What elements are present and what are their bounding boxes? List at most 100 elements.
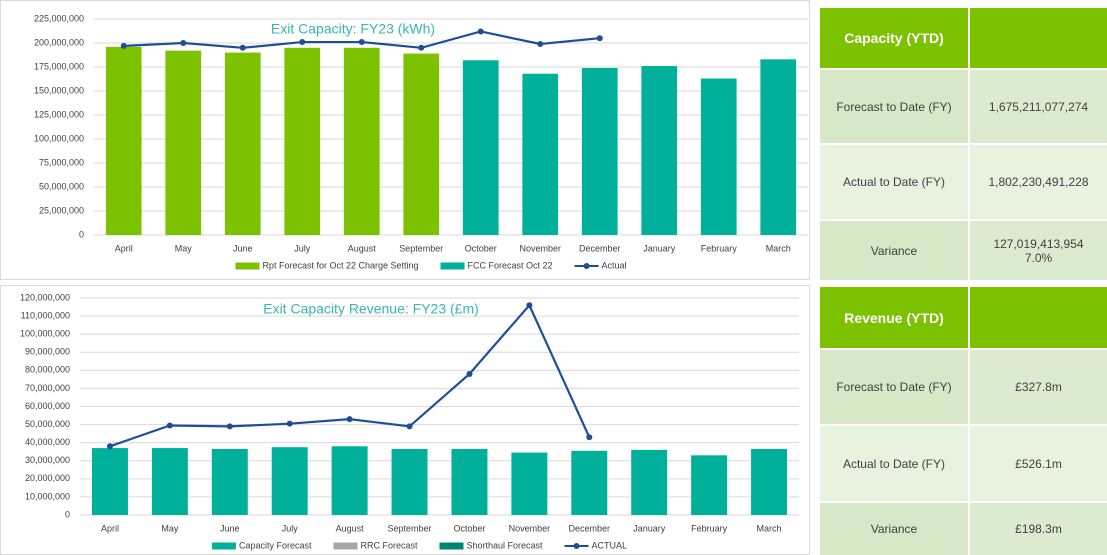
marker bbox=[466, 370, 473, 377]
x-tick-label: August bbox=[348, 243, 377, 253]
y-tick-label: 120,000,000 bbox=[20, 292, 70, 302]
y-tick-label: 25,000,000 bbox=[39, 205, 84, 215]
x-tick-label: December bbox=[579, 243, 621, 253]
marker bbox=[586, 434, 593, 441]
x-tick-label: January bbox=[643, 243, 676, 253]
y-tick-label: 60,000,000 bbox=[25, 401, 70, 411]
x-tick-label: September bbox=[388, 523, 432, 533]
cell-text: Actual to Date (FY) bbox=[842, 175, 946, 189]
y-tick-label: 150,000,000 bbox=[34, 85, 84, 95]
bar bbox=[451, 448, 488, 515]
bar bbox=[91, 448, 128, 515]
x-tick-label: September bbox=[399, 243, 443, 253]
legend-swatch bbox=[333, 542, 358, 550]
bar bbox=[760, 59, 797, 235]
y-tick-label: 0 bbox=[65, 509, 70, 519]
y-tick-label: 80,000,000 bbox=[25, 365, 70, 375]
bar bbox=[165, 50, 202, 236]
y-tick-label: 70,000,000 bbox=[25, 383, 70, 393]
bar bbox=[462, 60, 499, 235]
bar bbox=[511, 452, 548, 515]
bar bbox=[151, 448, 188, 515]
x-tick-label: November bbox=[509, 523, 551, 533]
y-tick-label: 125,000,000 bbox=[34, 109, 84, 119]
x-tick-label: June bbox=[220, 523, 240, 533]
x-tick-label: July bbox=[282, 523, 299, 533]
revenue-table: Revenue (YTD) Forecast to Date (FY) £327.8… bbox=[820, 287, 1107, 555]
bar bbox=[331, 446, 368, 515]
cell-text: £198.3m bbox=[1015, 522, 1062, 536]
marker bbox=[358, 39, 365, 46]
x-tick-label: February bbox=[701, 243, 738, 253]
legend-swatch bbox=[439, 542, 464, 550]
cell-text: 127,019,413,954 bbox=[993, 236, 1084, 251]
y-tick-label: 100,000,000 bbox=[20, 329, 70, 339]
cell-text: Variance bbox=[870, 243, 918, 258]
marker bbox=[346, 416, 353, 423]
x-tick-label: November bbox=[519, 243, 561, 253]
marker bbox=[477, 28, 484, 35]
legend-marker bbox=[573, 543, 580, 549]
bar bbox=[403, 53, 440, 236]
charts: 0 25,000,000 50,000,000 75,000,000 100,000,0… bbox=[0, 0, 810, 555]
table-header: Capacity (YTD) bbox=[820, 8, 968, 68]
x-tick-label: March bbox=[766, 243, 791, 253]
y-tick-label: 20,000,000 bbox=[25, 473, 70, 483]
bar bbox=[631, 449, 668, 515]
bar bbox=[284, 47, 321, 235]
bar bbox=[211, 448, 248, 515]
legend-label: FCC Forecast Oct 22 bbox=[468, 260, 553, 270]
row-label: Variance bbox=[820, 503, 968, 555]
chart-frame bbox=[0, 0, 810, 280]
capacity-table: Capacity (YTD) Forecast to Date (FY) 1,675… bbox=[820, 8, 1107, 280]
marker bbox=[120, 42, 127, 49]
legend-label: Shorthaul Forecast bbox=[466, 540, 543, 550]
row-label: Actual to Date (FY) bbox=[820, 145, 968, 219]
marker bbox=[239, 44, 246, 51]
row-label: Forecast to Date (FY) bbox=[820, 70, 968, 143]
row-value: 1,802,230,491,228 bbox=[970, 145, 1107, 219]
bar bbox=[641, 66, 678, 235]
marker bbox=[526, 302, 533, 309]
y-tick-label: 50,000,000 bbox=[25, 419, 70, 429]
x-tick-label: February bbox=[691, 523, 728, 533]
chart-title: Exit Capacity Revenue: FY23 (£m) bbox=[263, 301, 479, 317]
y-tick-label: 40,000,000 bbox=[25, 437, 70, 447]
table-header-blank bbox=[970, 287, 1107, 348]
bar bbox=[751, 448, 788, 515]
cell-text: £526.1m bbox=[1015, 456, 1062, 471]
marker bbox=[226, 423, 233, 430]
x-tick-label: May bbox=[161, 523, 179, 533]
y-tick-label: 225,000,000 bbox=[34, 13, 84, 23]
y-tick-label: 200,000,000 bbox=[34, 37, 84, 47]
x-tick-label: May bbox=[175, 243, 193, 253]
row-label: Forecast to Date (FY) bbox=[820, 350, 968, 424]
legend-label: RRC Forecast bbox=[360, 540, 418, 550]
marker bbox=[537, 40, 544, 47]
row-value: £198.3m bbox=[970, 503, 1107, 555]
x-tick-label: October bbox=[465, 243, 497, 253]
bar bbox=[105, 46, 142, 236]
legend-label: ACTUAL bbox=[592, 540, 628, 550]
cell-text: 1,675,211,077,274 bbox=[988, 99, 1089, 114]
cell-text: £327.8m bbox=[1015, 380, 1062, 394]
x-tick-label: August bbox=[336, 523, 365, 533]
cell-text: Forecast to Date (FY) bbox=[836, 380, 952, 394]
legend-swatch bbox=[211, 542, 236, 550]
bar bbox=[691, 455, 728, 515]
legend-label: Capacity Forecast bbox=[239, 540, 312, 550]
marker bbox=[406, 423, 413, 430]
table-header: Revenue (YTD) bbox=[820, 287, 968, 348]
line bbox=[109, 303, 591, 448]
cell-text: 1,802,230,491,228 bbox=[988, 175, 1089, 189]
cell-text: Revenue (YTD) bbox=[844, 309, 944, 326]
legend-label: Actual bbox=[602, 260, 627, 270]
row-value: 1,675,211,077,274 bbox=[970, 70, 1107, 143]
bar bbox=[571, 450, 608, 515]
x-tick-label: March bbox=[757, 523, 782, 533]
bar bbox=[522, 73, 559, 235]
row-value: 127,019,413,954 7.0% bbox=[970, 221, 1107, 280]
marker bbox=[596, 35, 603, 42]
cell-text: Actual to Date (FY) bbox=[842, 456, 946, 471]
